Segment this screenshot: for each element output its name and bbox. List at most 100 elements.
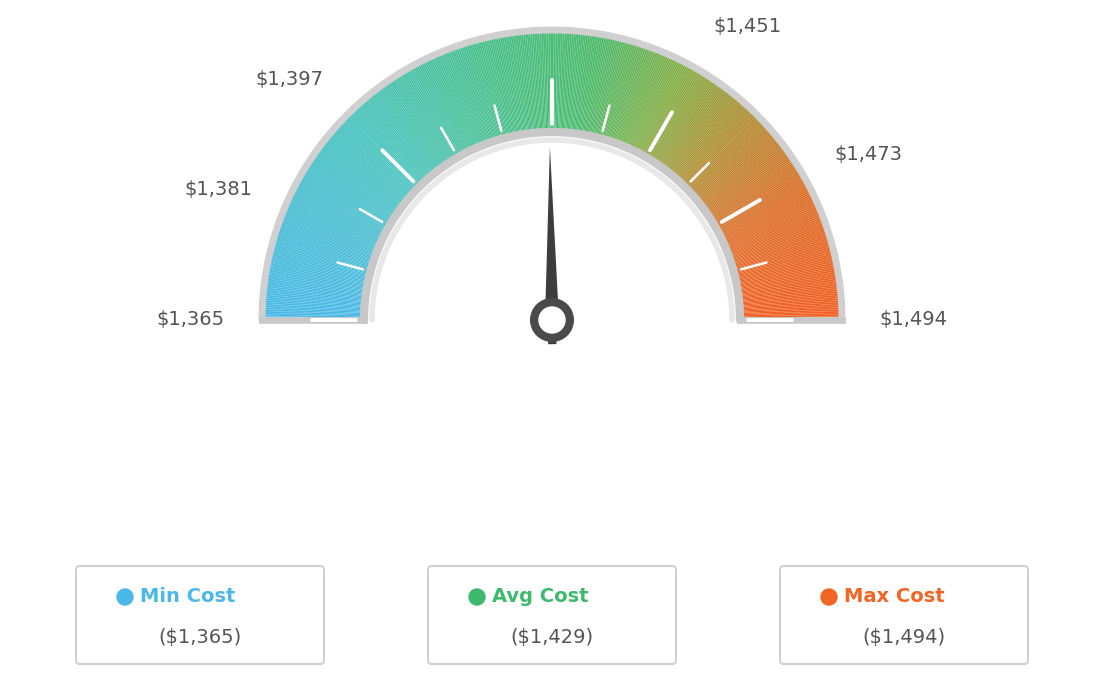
- Wedge shape: [339, 121, 415, 193]
- Wedge shape: [380, 86, 442, 168]
- Wedge shape: [634, 59, 680, 151]
- Wedge shape: [645, 68, 697, 157]
- Wedge shape: [434, 55, 476, 148]
- Wedge shape: [626, 53, 667, 148]
- Wedge shape: [740, 307, 841, 313]
- Wedge shape: [290, 193, 383, 239]
- Wedge shape: [456, 46, 490, 143]
- Wedge shape: [726, 212, 821, 250]
- Wedge shape: [265, 277, 367, 293]
- Wedge shape: [285, 205, 380, 246]
- Wedge shape: [656, 78, 713, 164]
- Wedge shape: [314, 154, 397, 213]
- Wedge shape: [669, 93, 734, 174]
- Wedge shape: [277, 225, 374, 259]
- Wedge shape: [264, 284, 365, 297]
- Wedge shape: [298, 179, 388, 230]
- Wedge shape: [682, 111, 754, 186]
- Wedge shape: [702, 146, 786, 208]
- Wedge shape: [616, 47, 652, 144]
- Wedge shape: [665, 88, 726, 170]
- Wedge shape: [731, 230, 828, 263]
- Wedge shape: [592, 37, 615, 137]
- Wedge shape: [639, 63, 689, 154]
- Wedge shape: [659, 81, 718, 166]
- Wedge shape: [601, 40, 629, 139]
- Wedge shape: [399, 73, 454, 161]
- Wedge shape: [469, 41, 499, 140]
- Circle shape: [821, 589, 837, 605]
- Wedge shape: [553, 30, 555, 132]
- Wedge shape: [614, 46, 648, 143]
- Wedge shape: [693, 128, 771, 197]
- Wedge shape: [317, 150, 400, 210]
- Wedge shape: [735, 257, 836, 280]
- Wedge shape: [269, 251, 370, 277]
- Wedge shape: [739, 287, 840, 300]
- Wedge shape: [740, 311, 842, 315]
- Wedge shape: [733, 239, 831, 268]
- Wedge shape: [263, 304, 364, 310]
- Wedge shape: [730, 225, 827, 259]
- Wedge shape: [735, 253, 835, 278]
- Circle shape: [117, 589, 132, 605]
- Text: $1,365: $1,365: [157, 310, 225, 330]
- Wedge shape: [532, 30, 540, 132]
- Wedge shape: [301, 172, 390, 226]
- Wedge shape: [273, 239, 371, 268]
- Wedge shape: [267, 262, 368, 284]
- Wedge shape: [691, 124, 767, 194]
- Wedge shape: [667, 91, 731, 172]
- Wedge shape: [658, 80, 716, 165]
- Wedge shape: [481, 38, 508, 137]
- Wedge shape: [487, 37, 511, 137]
- Wedge shape: [739, 284, 840, 297]
- Wedge shape: [739, 291, 841, 302]
- Wedge shape: [513, 32, 529, 134]
- Wedge shape: [628, 55, 670, 148]
- Wedge shape: [740, 318, 842, 320]
- Wedge shape: [302, 171, 391, 224]
- Wedge shape: [307, 163, 394, 219]
- Wedge shape: [265, 275, 367, 292]
- Wedge shape: [649, 71, 703, 159]
- Wedge shape: [264, 286, 365, 299]
- Wedge shape: [661, 84, 722, 168]
- Wedge shape: [519, 32, 532, 133]
- Wedge shape: [325, 138, 405, 203]
- Text: ($1,429): ($1,429): [510, 627, 594, 647]
- Wedge shape: [688, 119, 762, 190]
- Wedge shape: [353, 108, 424, 183]
- Wedge shape: [388, 80, 446, 165]
- Wedge shape: [291, 192, 383, 238]
- Wedge shape: [278, 224, 374, 259]
- Wedge shape: [633, 57, 677, 150]
- Wedge shape: [412, 65, 463, 155]
- Wedge shape: [724, 205, 819, 246]
- Wedge shape: [524, 31, 535, 133]
- Wedge shape: [362, 100, 429, 178]
- Wedge shape: [728, 215, 822, 253]
- Wedge shape: [400, 72, 454, 160]
- Wedge shape: [546, 30, 550, 132]
- Wedge shape: [279, 220, 375, 256]
- Wedge shape: [629, 55, 672, 149]
- Wedge shape: [620, 50, 659, 145]
- Wedge shape: [263, 291, 365, 302]
- Wedge shape: [554, 30, 558, 132]
- Wedge shape: [523, 31, 534, 133]
- Wedge shape: [293, 188, 384, 236]
- Wedge shape: [463, 43, 495, 141]
- Wedge shape: [264, 282, 365, 297]
- Wedge shape: [702, 145, 785, 208]
- Wedge shape: [671, 95, 736, 175]
- Wedge shape: [278, 221, 375, 257]
- Wedge shape: [677, 103, 745, 180]
- Wedge shape: [489, 37, 512, 137]
- Wedge shape: [437, 53, 478, 148]
- Wedge shape: [721, 193, 814, 239]
- Wedge shape: [320, 144, 403, 206]
- Wedge shape: [701, 144, 784, 206]
- Wedge shape: [585, 34, 605, 135]
- Wedge shape: [299, 175, 389, 228]
